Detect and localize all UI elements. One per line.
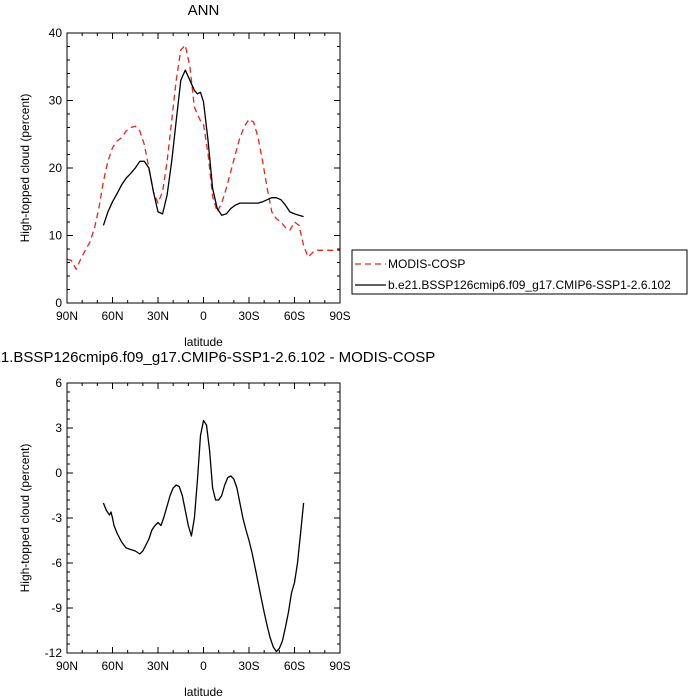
y-tick-label: 30 [49,94,63,108]
top-chart-title: ANN [188,2,220,19]
bottom-panel: b.e21.BSSP126cmip6.f09_g17.CMIP6-SSP1-2.… [0,349,435,699]
legend-label-modis: MODIS-COSP [388,257,465,271]
top-y-axis-label: High-topped cloud (percent) [18,94,32,243]
x-tick-label: 30S [238,309,259,323]
top-x-ticks: 90N 60N 30N 0 30S 60S 90S [56,33,351,323]
top-plot-area [66,44,340,270]
y-tick-label: 20 [49,161,63,175]
y-tick-label: 40 [49,26,63,40]
x-tick-label: 0 [200,309,207,323]
y-tick-label: -9 [51,601,62,615]
x-tick-label: 60S [284,309,305,323]
bottom-chart-title: b.e21.BSSP126cmip6.f09_g17.CMIP6-SSP1-2.… [0,349,435,366]
x-tick-label: 90N [56,659,78,673]
y-tick-label: 3 [55,421,62,435]
y-tick-label: 6 [55,376,62,390]
x-tick-label: 60N [101,659,123,673]
top-y-ticks: 0 10 20 30 40 [49,26,340,310]
x-tick-label: 90S [329,309,350,323]
x-tick-label: 90N [56,309,78,323]
series-line-model [102,69,304,226]
y-tick-label: -3 [51,511,62,525]
top-x-axis-label: latitude [184,335,223,349]
x-tick-label: 0 [200,659,207,673]
y-tick-label: 10 [49,229,63,243]
bottom-y-ticks: -12 -9 -6 -3 0 3 6 [45,376,340,660]
series-line-modis [66,44,340,270]
x-tick-label: 30S [238,659,259,673]
legend: MODIS-COSP b.e21.BSSP126cmip6.f09_g17.CM… [351,249,688,295]
bottom-x-axis-label: latitude [184,685,223,699]
bottom-y-axis-label: High-topped cloud (percent) [18,444,32,593]
x-tick-label: 30N [147,659,169,673]
y-tick-label: -12 [45,646,63,660]
x-tick-label: 30N [147,309,169,323]
y-tick-label: 0 [55,296,62,310]
top-plot-frame [66,32,341,304]
bottom-plot-area [102,419,305,653]
legend-label-model: b.e21.BSSP126cmip6.f09_g17.CMIP6-SSP1-2.… [388,278,671,292]
x-tick-label: 90S [329,659,350,673]
y-tick-label: -6 [51,556,62,570]
bottom-x-ticks: 90N 60N 30N 0 30S 60S 90S [56,383,351,673]
top-panel: ANN 0 10 20 30 40 90N 60N 30N 0 30S 60S 90S latitu… [18,2,351,349]
x-tick-label: 60S [284,659,305,673]
series-line-difference [102,419,305,653]
x-tick-label: 60N [101,309,123,323]
legend-box [351,249,688,295]
y-tick-label: 0 [55,466,62,480]
